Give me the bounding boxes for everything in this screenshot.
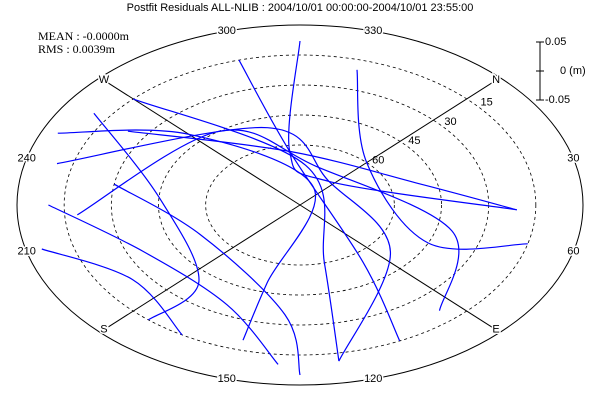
satellite-track [41,248,183,336]
elevation-ring [205,144,395,266]
horizon [16,24,584,386]
satellite-track [56,126,392,362]
elevation-label: 30 [444,116,456,128]
azimuth-label: N [492,74,500,86]
azimuth-label: E [492,324,499,336]
scale-label: 0 (m) [560,65,586,77]
azimuth-label: 240 [17,152,35,164]
elevation-label: 15 [481,96,493,108]
satellite-track [238,59,401,342]
satellite-track [76,129,460,311]
satellite-track [48,204,279,365]
azimuth-label: 210 [17,245,35,257]
satellite-track [132,98,340,362]
elevation-ring [110,84,490,326]
satellite-track [127,130,517,211]
satellite-track [113,183,301,376]
azimuth-label: 330 [364,25,382,37]
elevation-ring [158,114,442,296]
azimuth-spoke [299,77,501,206]
scale-label: -0.05 [545,94,570,106]
azimuth-label: 30 [567,152,579,164]
azimuth-spoke [99,204,301,333]
azimuth-label: 150 [218,373,236,385]
elevation-label: 60 [372,154,384,166]
azimuth-label: 300 [218,25,236,37]
elevation-label: 45 [408,135,420,147]
stat-mean: MEAN : -0.0000m [38,29,130,43]
satellite-track [57,129,316,341]
azimuth-label: 60 [567,245,579,257]
azimuth-label: W [99,74,110,86]
stat-rms: RMS : 0.0039m [38,42,116,56]
satellite-track [356,69,528,250]
satellite-track [288,40,517,211]
scale-label: 0.05 [545,36,566,48]
satellite-track [93,112,200,321]
azimuth-label: 120 [364,373,382,385]
azimuth-spoke [299,204,501,333]
elevation-ring [63,54,537,356]
azimuth-label: S [100,324,107,336]
chart-title: Postfit Residuals ALL-NLIB : 2004/10/01 … [127,2,474,14]
